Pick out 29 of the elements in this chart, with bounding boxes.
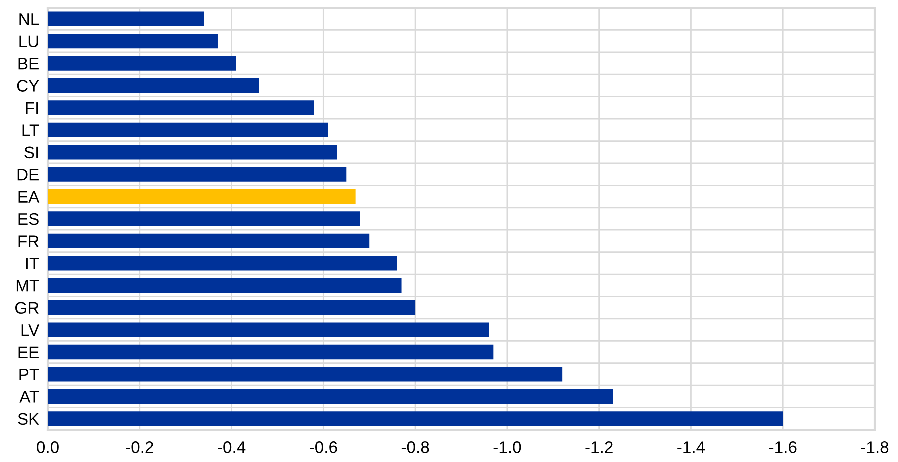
- x-tick-label: -1.8: [861, 442, 889, 454]
- y-tick-label: IT: [26, 258, 40, 270]
- x-tick-label: -1.6: [769, 442, 797, 454]
- y-tick-label: PT: [20, 369, 40, 381]
- y-tick-label: EA: [18, 191, 40, 203]
- y-tick-label: EE: [18, 346, 39, 358]
- y-tick-label: DE: [18, 169, 39, 181]
- y-tick-label: SI: [24, 146, 38, 159]
- y-tick-label: FR: [18, 236, 39, 248]
- y-tick-label: ES: [18, 213, 39, 226]
- x-tick-label: -0.8: [402, 442, 430, 454]
- x-tick-label: -0.4: [218, 442, 246, 454]
- y-tick-label: NL: [20, 14, 40, 26]
- y-tick-label: GR: [16, 302, 39, 314]
- y-tick-label: LT: [22, 124, 40, 136]
- x-tick-label: -1.0: [494, 442, 522, 454]
- y-tick-label: CY: [17, 80, 40, 92]
- y-tick-label: LV: [22, 324, 40, 336]
- y-tick-label: BE: [18, 58, 39, 70]
- y-tick-label: LU: [20, 36, 38, 48]
- y-tick-label: FI: [26, 102, 38, 114]
- y-tick-label: AT: [20, 391, 40, 403]
- x-tick-label: -1.2: [586, 442, 613, 454]
- x-tick-label: -1.4: [678, 442, 706, 454]
- x-tick-label: 0.0: [37, 442, 59, 454]
- y-tick-label: MT: [16, 280, 40, 292]
- y-tick-label: SK: [18, 413, 40, 426]
- x-tick-label: -0.6: [310, 442, 338, 454]
- x-tick-label: -0.2: [126, 442, 154, 454]
